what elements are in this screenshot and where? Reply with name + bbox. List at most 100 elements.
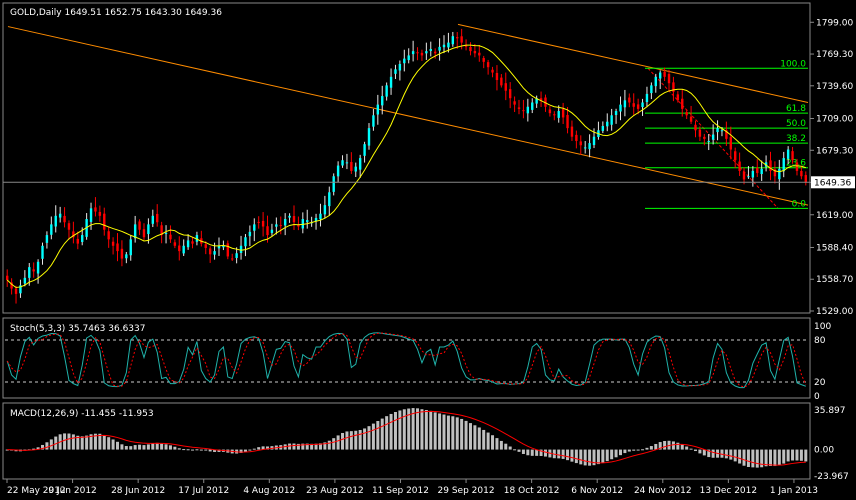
candle-body — [707, 140, 710, 142]
candle-body — [442, 44, 446, 48]
macd-bar — [649, 446, 653, 450]
candle-body — [416, 52, 419, 54]
candle-body — [623, 100, 627, 108]
candle-body — [751, 170, 755, 178]
macd-bar — [641, 449, 645, 451]
macd-bar — [248, 449, 252, 451]
macd-bar — [393, 412, 397, 450]
macd-bar — [420, 409, 424, 450]
candle-body — [208, 248, 212, 255]
candle-body — [98, 211, 102, 216]
macd-bar — [543, 449, 547, 457]
macd-bar — [173, 446, 177, 450]
macd-bar — [592, 449, 596, 466]
x-tick-label: 13 Dec 2012 — [700, 486, 758, 496]
macd-bar — [199, 449, 203, 451]
candle-body — [650, 85, 653, 94]
macd-axis: 35.897 0.00 -23.967 — [814, 406, 849, 482]
candle-body — [561, 108, 565, 118]
macd-bar — [702, 449, 706, 456]
candle-body — [19, 285, 22, 294]
macd-bar — [371, 423, 375, 450]
candle-body — [456, 37, 459, 39]
candles — [6, 28, 807, 304]
macd-bar — [579, 449, 583, 465]
candle-body — [473, 51, 477, 54]
fibonacci-levels: 100.061.850.038.223.60.0 — [645, 59, 808, 209]
macd-bar — [107, 437, 111, 450]
candle-body — [517, 107, 521, 109]
candle-body — [575, 134, 578, 141]
macd-bar — [711, 449, 715, 458]
macd-bar — [124, 446, 128, 450]
candle-body — [508, 89, 512, 99]
stoch-tick-label: 0 — [814, 392, 820, 402]
candle-body — [469, 46, 472, 52]
macd-bar — [508, 446, 512, 450]
macd-bar — [698, 449, 702, 454]
candle-body — [138, 221, 141, 230]
candle-body — [381, 96, 384, 106]
x-tick-label: 23 Aug 2012 — [306, 486, 364, 496]
candle-body — [10, 282, 13, 289]
candle-body — [782, 158, 785, 172]
candle-body — [658, 72, 662, 79]
macd-bar — [755, 449, 759, 468]
candle-body — [133, 224, 137, 239]
candle-body — [566, 114, 569, 129]
candle-body — [231, 258, 234, 260]
macd-bar — [133, 445, 137, 450]
macd-bar — [751, 449, 755, 468]
macd-bar — [791, 449, 795, 461]
macd-bar — [177, 448, 181, 450]
macd-bar — [455, 417, 459, 450]
candle-body — [244, 237, 247, 247]
candle-body — [583, 147, 587, 149]
candle-body — [539, 98, 543, 101]
x-tick-label: 18 Oct 2012 — [504, 486, 560, 496]
candle-body — [447, 42, 450, 48]
macd-bar — [252, 448, 256, 450]
macd-bar — [296, 443, 300, 450]
stoch-signal-line — [6, 332, 807, 388]
candle-body — [522, 110, 525, 112]
macd-bar — [257, 447, 261, 450]
macd-bar — [517, 449, 521, 452]
macd-bar — [486, 432, 490, 450]
macd-bar — [411, 408, 415, 450]
macd-bar — [164, 444, 168, 450]
macd-bar — [477, 427, 481, 450]
candle-body — [694, 124, 697, 131]
candle-body — [394, 69, 397, 74]
candle-body — [191, 241, 194, 244]
candle-body — [288, 215, 291, 218]
macd-bar — [760, 449, 764, 468]
candle-body — [376, 104, 380, 115]
candle-body — [76, 238, 79, 244]
macd-bar — [389, 413, 393, 450]
stoch-tick-label: 80 — [814, 336, 826, 346]
macd-bar — [491, 435, 495, 450]
moving-average — [6, 44, 806, 288]
candle-body — [253, 224, 256, 231]
candle-body — [275, 224, 278, 227]
macd-bar — [80, 436, 84, 450]
current-price-box — [811, 176, 855, 189]
macd-bar — [204, 449, 208, 451]
candle-body — [67, 223, 71, 230]
candle-body — [178, 245, 181, 252]
macd-bar — [804, 449, 808, 462]
candle-body — [32, 269, 35, 272]
macd-bar — [742, 449, 746, 466]
candle-body — [239, 245, 243, 253]
macd-bar — [102, 435, 106, 450]
candle-body — [778, 168, 781, 180]
macd-bar — [336, 435, 340, 450]
macd-bar — [142, 445, 146, 450]
candle-body — [350, 162, 353, 171]
macd-bar — [738, 449, 742, 464]
candle-body — [301, 219, 305, 229]
candle-body — [28, 267, 31, 278]
stoch-tick-label: 100 — [814, 322, 831, 332]
